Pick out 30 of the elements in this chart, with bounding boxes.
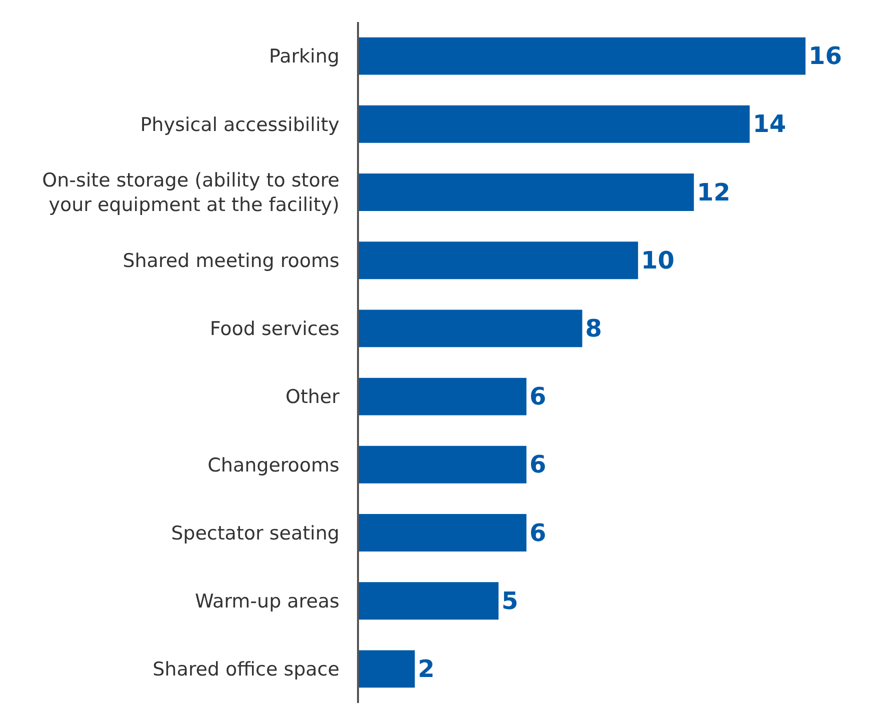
bar [359, 37, 806, 75]
data-label: 2 [418, 654, 435, 683]
y-tick-label: Shared office space [152, 658, 340, 681]
data-label: 14 [752, 110, 786, 138]
y-tick-label: Parking [268, 46, 340, 68]
y-tick-label: Warm-up areas [194, 590, 340, 612]
y-tick-label: Shared meeting rooms [122, 250, 340, 272]
y-tick-label: Other [285, 386, 340, 408]
data-label: 5 [502, 586, 518, 615]
bar [359, 650, 415, 688]
y-tick-label: Spectator seating [171, 522, 340, 544]
y-tick-label: Food services [210, 318, 340, 340]
data-label: 6 [529, 450, 546, 479]
data-label: 16 [808, 42, 842, 70]
bar [359, 446, 526, 484]
data-label: 6 [529, 382, 546, 411]
bar [359, 105, 750, 143]
data-label: 6 [529, 518, 546, 547]
y-tick-label: Physical accessibility [140, 114, 340, 136]
bar [359, 242, 638, 280]
bar [359, 378, 526, 416]
y-tick-label: Changerooms [208, 454, 340, 476]
y-tick-label: On-site storage (ability to store your equipment at the facility) [42, 170, 340, 216]
bar [359, 514, 526, 552]
bar [359, 310, 582, 348]
data-label: 8 [585, 314, 602, 342]
bar [359, 582, 499, 620]
bar [359, 174, 694, 211]
data-label: 12 [696, 178, 730, 206]
data-label: 10 [641, 246, 674, 274]
